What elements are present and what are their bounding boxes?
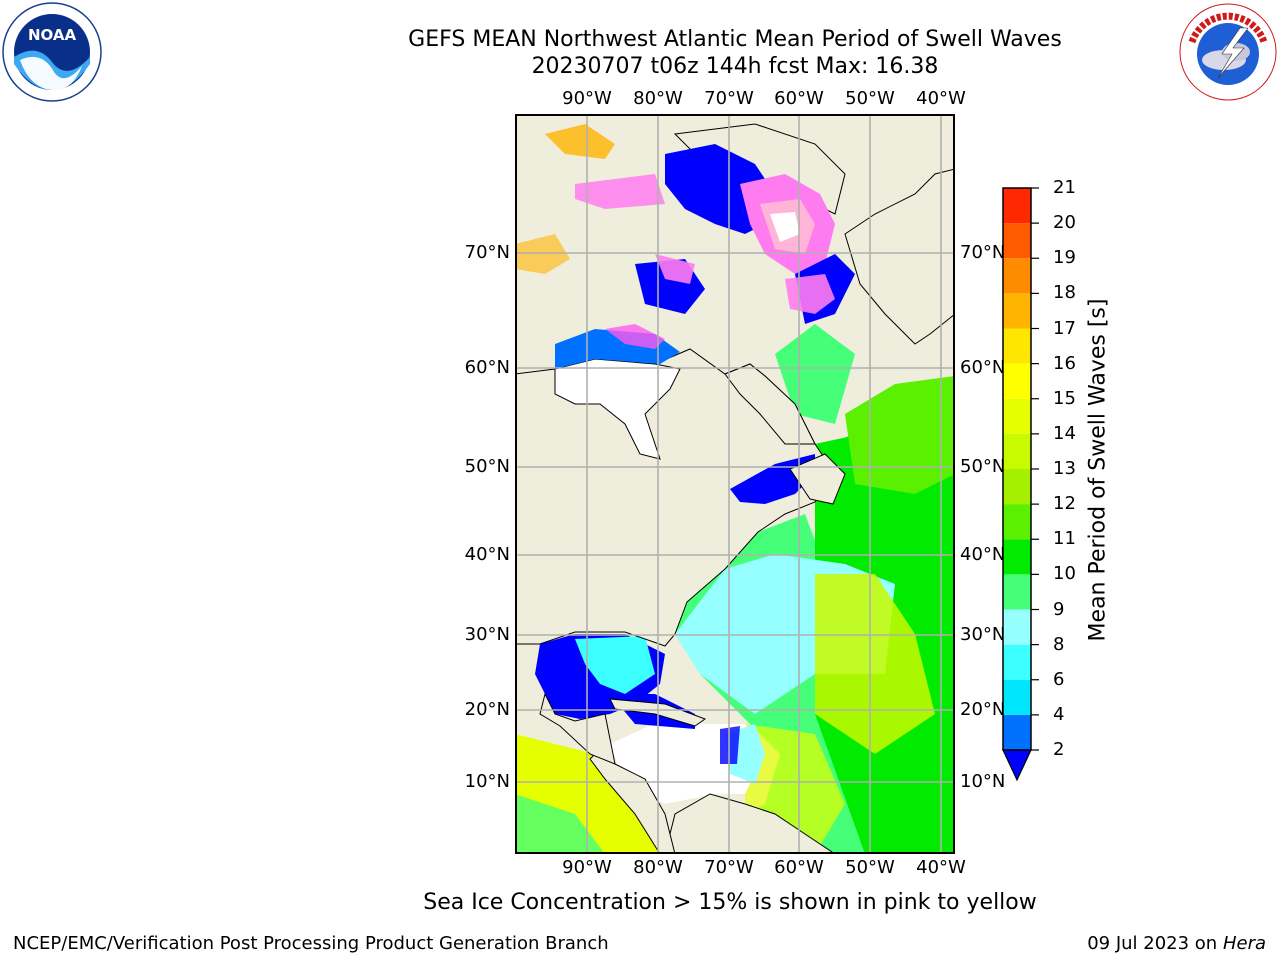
colorbar-tick-label: 4 bbox=[1053, 703, 1065, 725]
map-title: GEFS MEAN Northwest Atlantic Mean Period… bbox=[408, 27, 1062, 52]
lat-label-right: 30°N bbox=[960, 624, 1006, 645]
lat-label-right: 50°N bbox=[960, 456, 1006, 477]
baffin-ice-white bbox=[770, 212, 800, 242]
svg-text:NOAA: NOAA bbox=[28, 26, 77, 44]
nws-logo bbox=[1178, 2, 1278, 102]
lat-label-right: 40°N bbox=[960, 544, 1006, 565]
lon-label-top: 40°W bbox=[916, 88, 966, 109]
lon-label-top: 70°W bbox=[704, 88, 754, 109]
forecast-run-info: 20230707 t06z 144h fcst Max: 16.38 bbox=[531, 54, 939, 79]
colorbar-tick-label: 17 bbox=[1053, 317, 1076, 339]
colorbar-tick-label: 10 bbox=[1053, 563, 1076, 585]
colorbar-segment bbox=[1003, 504, 1031, 540]
davis-ice bbox=[785, 274, 835, 314]
colorbar-tick-label: 12 bbox=[1053, 493, 1076, 515]
colorbar-tick-label: 19 bbox=[1053, 247, 1076, 269]
colorbar-tick-label: 11 bbox=[1053, 528, 1076, 550]
colorbar-segment bbox=[1003, 363, 1031, 399]
colorbar-segment bbox=[1003, 398, 1031, 434]
lon-label-top: 80°W bbox=[633, 88, 683, 109]
lon-label-bottom: 80°W bbox=[633, 857, 683, 878]
lon-label-bottom: 70°W bbox=[704, 857, 754, 878]
colorbar-segment bbox=[1003, 293, 1031, 329]
colorbar-segment bbox=[1003, 469, 1031, 505]
colorbar bbox=[1002, 187, 1039, 782]
lat-label-right: 10°N bbox=[960, 771, 1006, 792]
arctic-ice-1 bbox=[545, 124, 615, 159]
south-america bbox=[664, 793, 836, 854]
colorbar-ticks bbox=[1031, 187, 1039, 751]
lat-label-left: 50°N bbox=[464, 456, 510, 477]
colorbar-segment bbox=[1003, 433, 1031, 469]
colorbar-segment bbox=[1003, 609, 1031, 645]
colorbar-segment bbox=[1003, 223, 1031, 259]
arctic-ice-3 bbox=[515, 234, 570, 274]
colorbar-segment bbox=[1003, 188, 1031, 224]
colorbar-segment bbox=[1003, 574, 1031, 610]
lat-label-right: 70°N bbox=[960, 242, 1006, 263]
ocean-field-labrador bbox=[775, 324, 855, 424]
foxe-ice bbox=[655, 254, 695, 284]
yucatan-florida bbox=[539, 692, 616, 765]
date-text: 09 Jul 2023 on bbox=[1087, 933, 1223, 954]
colorbar-tick-label: 16 bbox=[1053, 352, 1076, 374]
generation-date: 09 Jul 2023 on Hera bbox=[1087, 933, 1266, 954]
arctic-ice-2 bbox=[575, 174, 665, 209]
map-frame bbox=[515, 114, 955, 854]
lon-label-top: 50°W bbox=[845, 88, 895, 109]
lat-label-right: 60°N bbox=[960, 357, 1006, 378]
lon-label-top: 60°W bbox=[774, 88, 824, 109]
lat-label-left: 70°N bbox=[464, 242, 510, 263]
noaa-logo: NOAA bbox=[2, 2, 102, 102]
colorbar-tick-label: 15 bbox=[1053, 387, 1076, 409]
lat-label-left: 30°N bbox=[464, 624, 510, 645]
lon-label-bottom: 90°W bbox=[562, 857, 612, 878]
colorbar-frame bbox=[1002, 187, 1032, 751]
lat-label-left: 10°N bbox=[464, 771, 510, 792]
colorbar-segment bbox=[1003, 328, 1031, 364]
lat-label-left: 20°N bbox=[464, 699, 510, 720]
lat-label-left: 40°N bbox=[464, 544, 510, 565]
lon-label-top: 90°W bbox=[562, 88, 612, 109]
colorbar-tick-label: 20 bbox=[1053, 212, 1076, 234]
colorbar-segment bbox=[1003, 539, 1031, 575]
colorbar-tick-label: 14 bbox=[1053, 422, 1076, 444]
hudson-bay-ice-edge bbox=[605, 324, 665, 349]
pacific-strip-green bbox=[515, 794, 605, 854]
central-america bbox=[589, 753, 676, 854]
colorbar-segment bbox=[1003, 714, 1031, 750]
colorbar-tick-label: 13 bbox=[1053, 458, 1076, 479]
colorbar-tick-label: 21 bbox=[1053, 177, 1076, 198]
lat-label-left: 60°N bbox=[464, 357, 510, 378]
colorbar-segments bbox=[1003, 188, 1031, 750]
swell-period-map bbox=[515, 114, 955, 854]
graticule bbox=[515, 114, 955, 854]
colorbar-tick-label: 8 bbox=[1053, 633, 1065, 655]
lon-label-bottom: 40°W bbox=[916, 857, 966, 878]
ocean-field-yellow bbox=[815, 574, 935, 754]
colorbar-segment bbox=[1003, 679, 1031, 715]
lat-label-right: 20°N bbox=[960, 699, 1006, 720]
colorbar-label: Mean Period of Swell Waves [s] bbox=[1085, 298, 1111, 642]
gulf-cyan bbox=[575, 636, 655, 694]
sea-ice-note: Sea Ice Concentration > 15% is shown in … bbox=[423, 890, 1037, 915]
greenland bbox=[844, 168, 955, 345]
lon-label-bottom: 50°W bbox=[845, 857, 895, 878]
colorbar-under-arrow bbox=[1002, 749, 1032, 782]
host-name: Hera bbox=[1222, 933, 1266, 954]
lon-label-bottom: 60°W bbox=[774, 857, 824, 878]
colorbar-tick-label: 9 bbox=[1053, 598, 1065, 620]
colorbar-tick-label: 2 bbox=[1053, 739, 1065, 760]
colorbar-tick-label: 18 bbox=[1053, 282, 1076, 304]
colorbar-segment bbox=[1003, 644, 1031, 680]
caribbean-blue-deep bbox=[720, 726, 740, 764]
producer-credit: NCEP/EMC/Verification Post Processing Pr… bbox=[13, 933, 609, 954]
colorbar-tick-label: 6 bbox=[1053, 668, 1065, 690]
ocean-field-central bbox=[845, 376, 955, 494]
colorbar-segment bbox=[1003, 258, 1031, 294]
